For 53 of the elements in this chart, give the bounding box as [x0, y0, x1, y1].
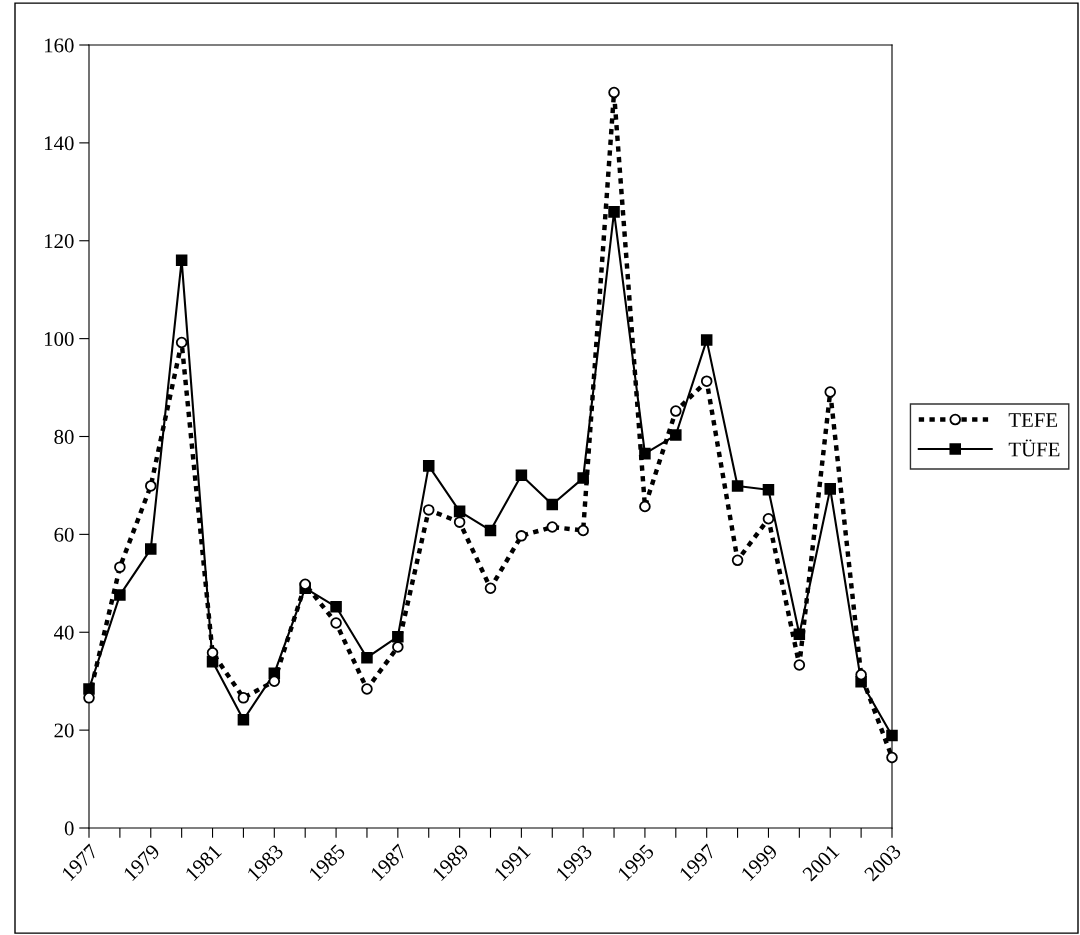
point	[577, 524, 589, 537]
point	[114, 561, 126, 573]
point	[886, 751, 898, 764]
point	[546, 521, 559, 533]
point	[700, 375, 713, 387]
y-tick-label: 40	[53, 625, 74, 640]
point	[639, 500, 651, 513]
point	[361, 651, 373, 664]
legend-label: TÜFE	[1008, 439, 1060, 457]
y-tick-label: 120	[45, 234, 74, 249]
point	[392, 641, 404, 653]
point	[237, 714, 250, 726]
point	[670, 405, 682, 417]
point	[145, 543, 157, 555]
point	[700, 334, 713, 346]
point	[731, 554, 744, 567]
point	[484, 524, 497, 537]
point	[83, 692, 95, 704]
y-tick-label: 60	[54, 527, 74, 542]
y-tick-label: 0	[64, 821, 74, 836]
point	[793, 659, 806, 671]
y-tick-label: 100	[45, 332, 74, 347]
point	[114, 589, 126, 601]
y-tick-label: 20	[54, 723, 74, 738]
point	[546, 498, 559, 511]
x-tick-label: 1981	[184, 843, 223, 882]
point	[453, 505, 466, 518]
point	[175, 254, 188, 267]
point	[484, 582, 497, 594]
point	[824, 386, 836, 398]
point	[330, 617, 342, 629]
point	[608, 206, 620, 218]
point	[330, 601, 342, 613]
point	[762, 512, 775, 525]
y-tick-label: 80	[54, 429, 74, 444]
point	[361, 683, 373, 695]
y-tick-label: 160	[45, 38, 74, 53]
legend-label: TEFE	[1008, 413, 1058, 427]
point	[237, 692, 250, 704]
y-tick-label: 140	[45, 136, 74, 151]
point	[422, 504, 435, 516]
point	[824, 483, 836, 495]
point	[145, 480, 157, 492]
point	[422, 460, 435, 472]
x-tick-label: 1991	[493, 843, 531, 882]
point	[175, 336, 188, 349]
point	[731, 480, 744, 492]
point	[515, 530, 528, 542]
point	[515, 469, 528, 481]
point	[762, 484, 775, 496]
point	[608, 86, 620, 99]
point	[670, 429, 682, 441]
point	[453, 516, 466, 528]
